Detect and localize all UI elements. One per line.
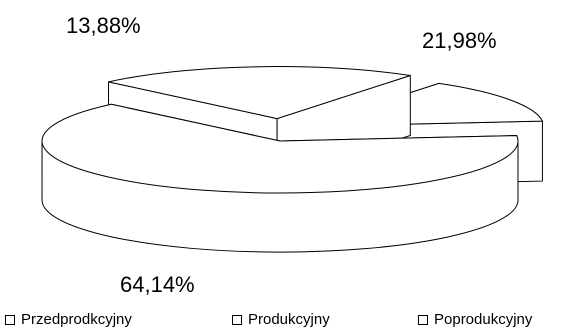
legend-label: Poprodukcyjny [434, 311, 533, 328]
legend-item-poprodukcyjny: Poprodukcyjny [418, 311, 532, 328]
legend-swatch [232, 314, 242, 325]
legend-swatch [5, 314, 15, 325]
data-label-przedprodukcyjny: 13,88% [66, 13, 141, 38]
legend: Przedprodkcyjny Produkcyjny Poprodukcyjn… [0, 308, 568, 332]
slice-produkcyjny [41, 103, 519, 253]
data-label-produkcyjny: 64,14% [120, 272, 195, 297]
pie-chart: 13,88% 21,98% 64,14% [41, 13, 544, 297]
legend-swatch [418, 314, 428, 325]
slice-produkcyjny-top [41, 103, 519, 194]
legend-label: Przedprodkcyjny [21, 311, 132, 328]
legend-item-przedprodukcyjny: Przedprodkcyjny [5, 311, 132, 328]
slice-poprodukcyjny-top [108, 66, 411, 120]
legend-label: Produkcyjny [248, 311, 330, 328]
data-label-poprodukcyjny: 21,98% [422, 28, 497, 53]
legend-item-produkcyjny: Produkcyjny [232, 311, 330, 328]
